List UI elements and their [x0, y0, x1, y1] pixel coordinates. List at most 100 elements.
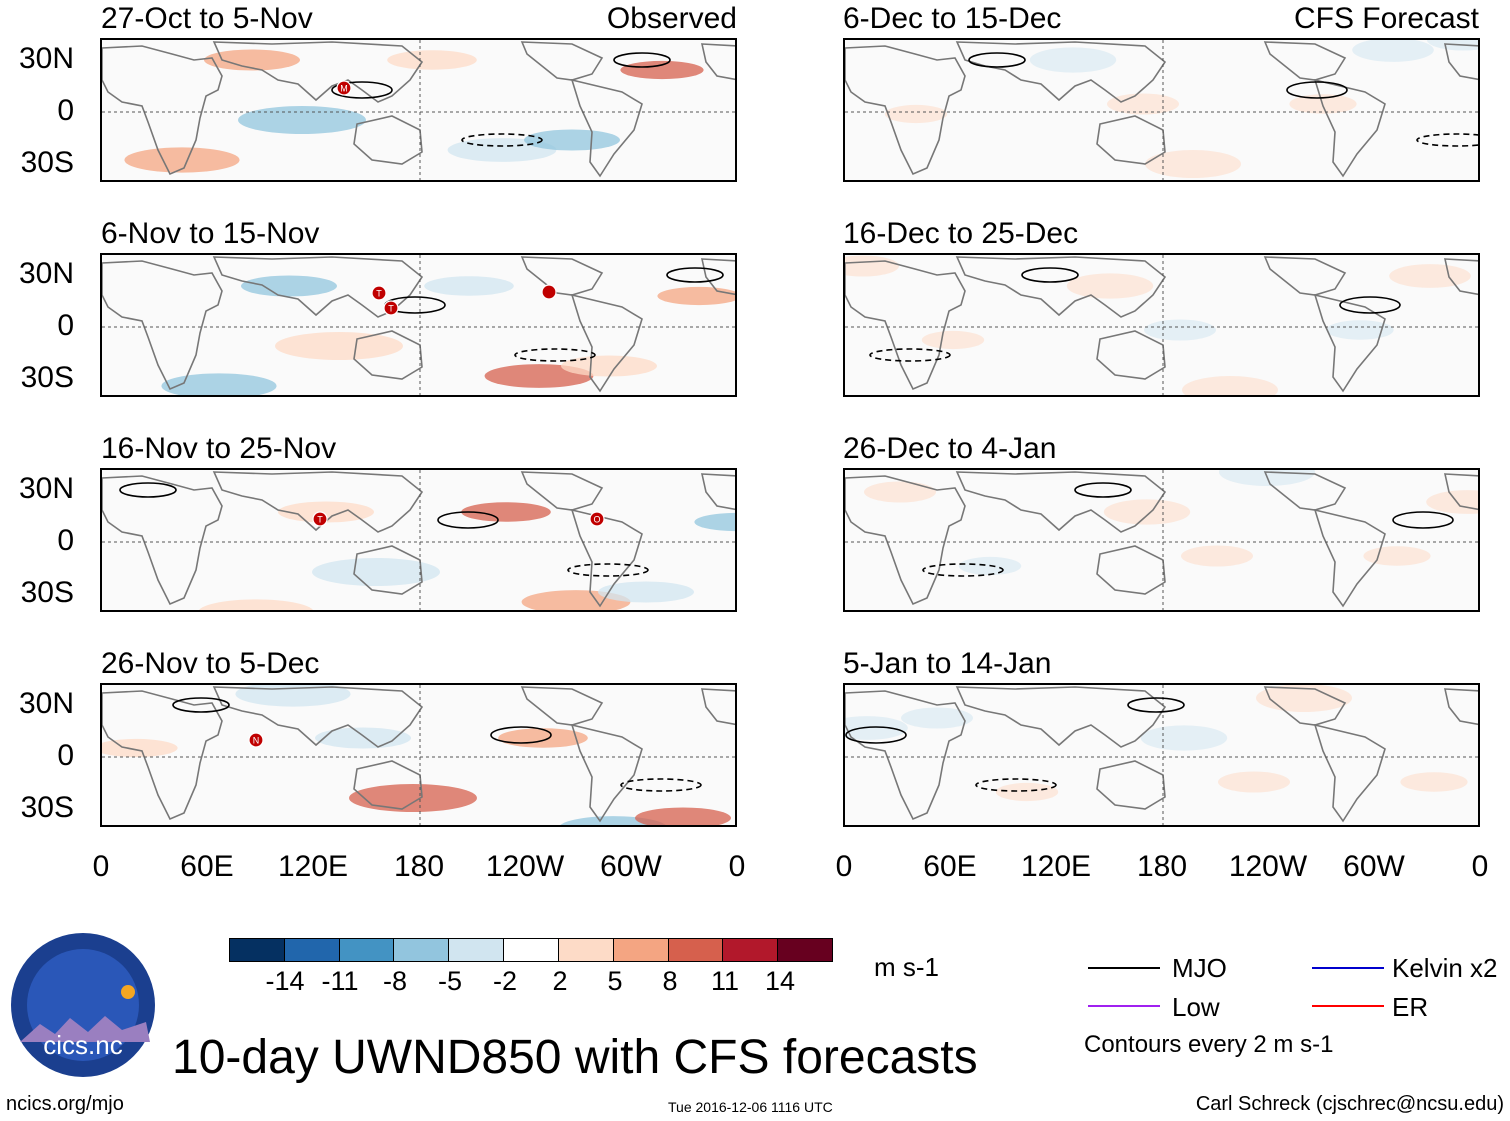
storm-marker-letter: T: [317, 515, 323, 525]
storm-marker: T: [312, 511, 328, 527]
mjo-contour: [1339, 296, 1401, 314]
anomaly-shading: [995, 782, 1059, 802]
anomaly-shading: [238, 106, 366, 134]
storm-marker-letter: M: [340, 84, 348, 94]
colorbar-label: -8: [382, 966, 407, 996]
lat-label-eq: 0: [57, 739, 74, 772]
anomaly-shading: [1400, 772, 1468, 792]
mjo-contour: [1392, 511, 1454, 529]
mjo-contour: [331, 81, 393, 99]
colorbar-segment: [668, 939, 724, 961]
coastline: [1443, 43, 1478, 81]
anomaly-shading: [235, 685, 351, 707]
lat-label-30n: 30N: [18, 472, 74, 505]
colorbar-segment: [778, 939, 832, 961]
footer-url[interactable]: ncics.org/mjo: [6, 1093, 124, 1115]
lon-label-120e: 120E: [277, 850, 349, 883]
colorbar-units: m s-1: [874, 952, 939, 982]
storm-marker-letter: N: [253, 736, 260, 746]
anomaly-shading: [657, 286, 735, 306]
coastline: [353, 545, 423, 595]
coastline: [1313, 723, 1386, 823]
lon-label-0: 0: [835, 850, 853, 883]
coastline: [955, 41, 1167, 103]
panel-title-3: 16-Nov to 25-Nov: [101, 432, 337, 465]
anomaly-shading: [884, 104, 948, 124]
colorbar-label: -11: [321, 966, 359, 996]
coastline: [845, 45, 966, 176]
coastline: [1096, 330, 1166, 380]
lat-label-eq: 0: [57, 524, 74, 557]
coastline: [212, 256, 424, 318]
anomaly-shading: [1426, 490, 1478, 514]
colorbar-segment: [394, 939, 450, 961]
colorbar-segment: [230, 939, 285, 961]
colorbar-label: 8: [662, 966, 678, 996]
coastline: [845, 260, 966, 391]
lon-label-0: 0: [1471, 850, 1489, 883]
coastline: [212, 686, 424, 748]
coastline: [1313, 293, 1386, 393]
anomaly-shading: [1181, 545, 1253, 567]
colorbar-segment: [449, 939, 505, 961]
anomaly-shading: [901, 707, 973, 729]
coastline: [570, 293, 643, 393]
legend-kelvin: Kelvin x2: [1392, 953, 1498, 983]
anomaly-shading: [204, 49, 300, 71]
lon-label-180: 180: [393, 850, 445, 883]
colorbar-label: 2: [552, 966, 568, 996]
cics-logo: cics.nc: [11, 933, 155, 1077]
mjo-contour: [461, 133, 543, 147]
legend-line-kelvin: [1312, 967, 1384, 969]
anomaly-shading: [461, 502, 551, 522]
map-panel-1: M: [100, 38, 737, 182]
mjo-contour: [119, 482, 177, 498]
anomaly-shading: [199, 599, 313, 610]
mjo-contour: [490, 726, 552, 744]
lon-label-120w: 120W: [485, 850, 565, 883]
colorbar-segment: [504, 939, 559, 961]
colorbar-segment: [723, 939, 779, 961]
legend-line-mjo: [1088, 967, 1160, 969]
contour-note: Contours every 2 m s-1: [1084, 1031, 1334, 1058]
mjo-contour: [172, 697, 230, 713]
coastline: [212, 471, 424, 533]
storm-marker-letter: O: [593, 515, 600, 525]
anomaly-shading: [561, 355, 657, 377]
mjo-contour: [1021, 267, 1079, 283]
anomaly-shading: [845, 716, 908, 740]
lon-label-0: 0: [728, 850, 746, 883]
map-panel-4: N: [100, 683, 737, 827]
map-panel-5: [843, 38, 1480, 182]
anomaly-shading: [124, 147, 240, 173]
anomaly-shading: [349, 784, 477, 812]
anomaly-shading: [694, 512, 735, 532]
colorbar-segment: [339, 939, 395, 961]
coastline: [520, 41, 604, 81]
map-panel-6: [843, 253, 1480, 397]
coastline: [1313, 78, 1386, 178]
coastline: [700, 473, 735, 511]
anomaly-shading: [1352, 40, 1434, 62]
coastline: [845, 690, 966, 821]
coastline: [1263, 256, 1347, 296]
panel-title-2: 6-Nov to 15-Nov: [101, 217, 320, 250]
anomaly-shading: [1256, 685, 1352, 712]
coastline: [353, 115, 423, 165]
lat-label-30s: 30S: [20, 146, 74, 179]
panel-tag-observed: Observed: [606, 2, 737, 35]
panel-title-6: 16-Dec to 25-Dec: [843, 217, 1079, 250]
footer-author: Carl Schreck (cjschrec@ncsu.edu): [1195, 1093, 1504, 1115]
anomaly-shading: [524, 129, 620, 151]
coastline: [212, 41, 424, 103]
coastline: [1096, 115, 1166, 165]
lon-label-60e: 60E: [180, 850, 234, 883]
storm-marker: M: [336, 80, 352, 96]
storm-marker-letter: T: [388, 304, 394, 314]
lat-label-eq: 0: [57, 309, 74, 342]
panel-title-4: 26-Nov to 5-Dec: [101, 647, 320, 680]
coastline: [1443, 688, 1478, 726]
coastline: [102, 45, 223, 176]
storm-marker: [541, 284, 557, 300]
panel-title-7: 26-Dec to 4-Jan: [843, 432, 1057, 465]
